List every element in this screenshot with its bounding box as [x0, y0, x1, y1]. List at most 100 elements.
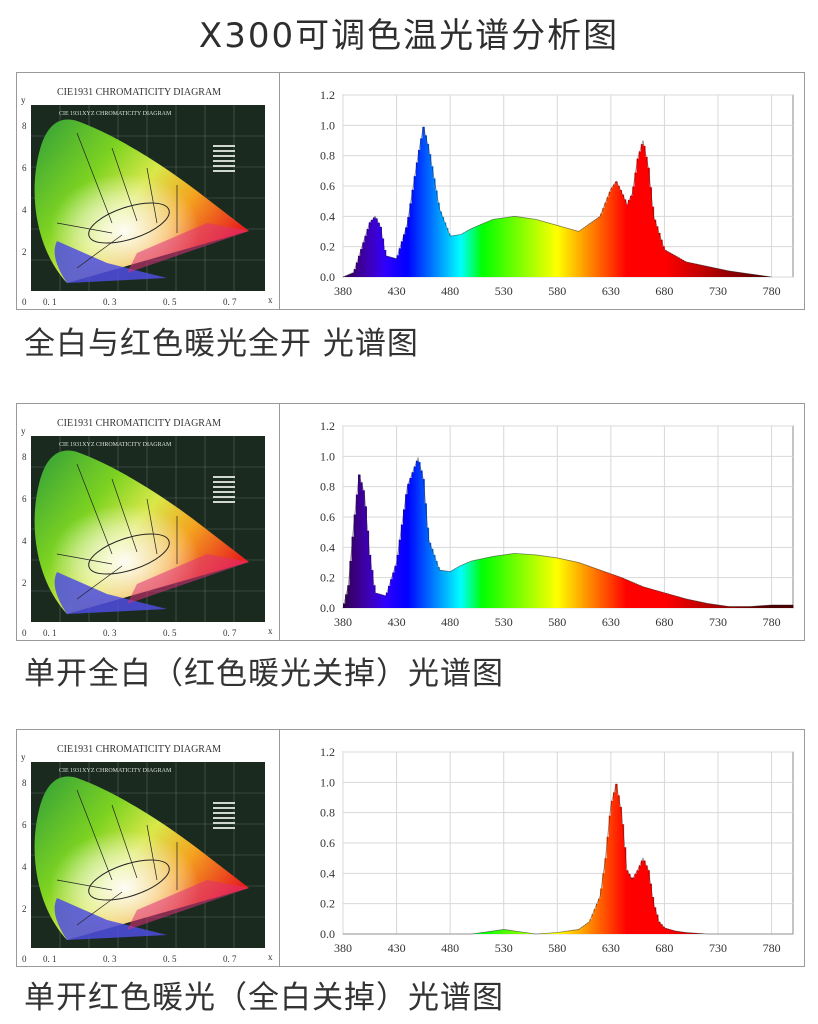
- spectrum-strip: [548, 933, 552, 934]
- y-tick-label: 1.2: [320, 745, 335, 759]
- y-tick-label: 1.0: [320, 449, 335, 463]
- spectrum-strip: [649, 187, 652, 277]
- spectrum-strip: [593, 908, 597, 934]
- spectrum-strip: [546, 933, 550, 934]
- cie-x-axis-label: x: [268, 952, 273, 962]
- cie-x-axis-label: x: [268, 626, 273, 636]
- spectrum-strip: [463, 564, 466, 608]
- cie-isotemp-line: [111, 478, 138, 553]
- spectrum-strip: [722, 605, 725, 608]
- spectrum-strip: [435, 190, 438, 277]
- spectrum-strip: [733, 271, 736, 277]
- spectrum-strip: [677, 931, 680, 934]
- panel-divider: [279, 730, 280, 966]
- spectrum-strip: [379, 226, 382, 277]
- spectrum-strip: [632, 582, 635, 608]
- spectrum-strip: [767, 605, 770, 608]
- spectrum-strip: [452, 235, 455, 277]
- spectrum-strip: [516, 216, 520, 277]
- spectrum-strip: [486, 931, 490, 934]
- spectrum-strip: [426, 143, 430, 277]
- spectrum-strip: [405, 494, 408, 608]
- cie-isotemp-line: [111, 804, 138, 879]
- spectrum-strip: [707, 603, 710, 608]
- spectrum-strip: [625, 579, 629, 608]
- spectrum-strip: [343, 603, 346, 608]
- spectrum-strip: [591, 914, 595, 934]
- spectrum-strip: [653, 590, 657, 608]
- spectrum-strip: [745, 606, 749, 608]
- spectrum-strip: [745, 273, 749, 277]
- y-tick-label: 0.0: [320, 927, 335, 941]
- spectrum-strip: [469, 229, 472, 277]
- spectrum-strip: [452, 569, 455, 608]
- spectrum-strip: [360, 482, 363, 608]
- spectrum-strip: [355, 494, 359, 608]
- spectrum-strip: [480, 224, 483, 277]
- spectrum-strip: [788, 604, 792, 608]
- x-tick-label: 530: [495, 941, 513, 955]
- spectrum-strip: [553, 557, 556, 608]
- spectrum-strip: [351, 536, 355, 608]
- cie-legend-entry: [213, 496, 235, 498]
- spectrum-strip: [615, 181, 618, 277]
- spectrum-strip: [518, 553, 522, 608]
- spectrum-strip: [565, 228, 569, 277]
- spectrum-strip: [535, 219, 539, 277]
- cie-planckian-ellipse: [88, 533, 170, 575]
- spectrum-strip: [790, 604, 794, 608]
- spectrum-strip: [604, 202, 607, 277]
- spectrum-strip: [557, 225, 560, 277]
- spectrum-strip: [478, 932, 481, 934]
- spectrum-strip: [542, 555, 545, 608]
- spectrum-strip: [649, 588, 652, 608]
- x-tick-label: 580: [548, 615, 566, 629]
- spectrum-strip: [670, 594, 674, 608]
- spectrum-strip: [497, 555, 500, 608]
- y-tick-label: 0.6: [320, 510, 335, 524]
- spectrum-strip: [692, 933, 695, 934]
- x-tick-label: 580: [548, 941, 566, 955]
- spectrum-strip: [754, 606, 757, 608]
- cie-y-tick-label: 4: [22, 862, 27, 872]
- spectrum-strip: [475, 559, 479, 608]
- spectrum-strip: [621, 194, 625, 277]
- spectrum-strip: [548, 556, 552, 608]
- spectrum-strip: [600, 570, 603, 608]
- spectrum-strip: [593, 220, 597, 278]
- spectrum-strip: [617, 576, 620, 608]
- spectrum-strip: [786, 604, 790, 608]
- spectrum-strip: [531, 218, 535, 277]
- x-tick-label: 430: [388, 941, 406, 955]
- spectrum-strip: [602, 873, 605, 934]
- spectrum-strip: [420, 138, 423, 277]
- spectrum-panel-2: CIE1931 CHROMATICITY DIAGRAM CIE 1931XYZ …: [16, 403, 805, 641]
- spectrum-strip: [673, 595, 676, 608]
- spectrum-strip: [685, 932, 689, 934]
- spectrum-strip: [649, 883, 652, 934]
- spectrum-strip: [617, 795, 620, 934]
- spectrum-strip: [694, 263, 697, 277]
- panel-caption: 单开红色暖光（全白关掉）光谱图: [24, 980, 504, 1016]
- cie-legend-entry: [213, 170, 235, 172]
- spectrum-strip: [405, 227, 408, 277]
- x-tick-label: 580: [548, 284, 566, 298]
- spectrum-strip: [690, 932, 693, 934]
- spectrum-strip: [690, 600, 693, 608]
- spectrum-strip: [394, 258, 397, 277]
- cie-x-axis-label: x: [268, 295, 273, 305]
- page-title: X300可调色温光谱分析图: [198, 16, 620, 56]
- spectrum-strip: [527, 554, 530, 608]
- cie-inner-title: CIE 1931XYZ CHROMATICITY DIAGRAM: [59, 111, 172, 117]
- spectrum-strip: [769, 605, 772, 608]
- spectrum-strip: [394, 565, 397, 608]
- spectrum-strip: [685, 262, 689, 277]
- spectrum-strip: [518, 217, 522, 277]
- cie-x-tick-label: 0. 7: [223, 954, 237, 964]
- spectrum-strip: [471, 228, 475, 277]
- spectrum-strip: [628, 873, 631, 934]
- spectrum-strip: [692, 263, 695, 277]
- spectrum-strip: [625, 204, 629, 277]
- spectrum-strip: [752, 274, 755, 277]
- spectrum-strip: [553, 224, 556, 277]
